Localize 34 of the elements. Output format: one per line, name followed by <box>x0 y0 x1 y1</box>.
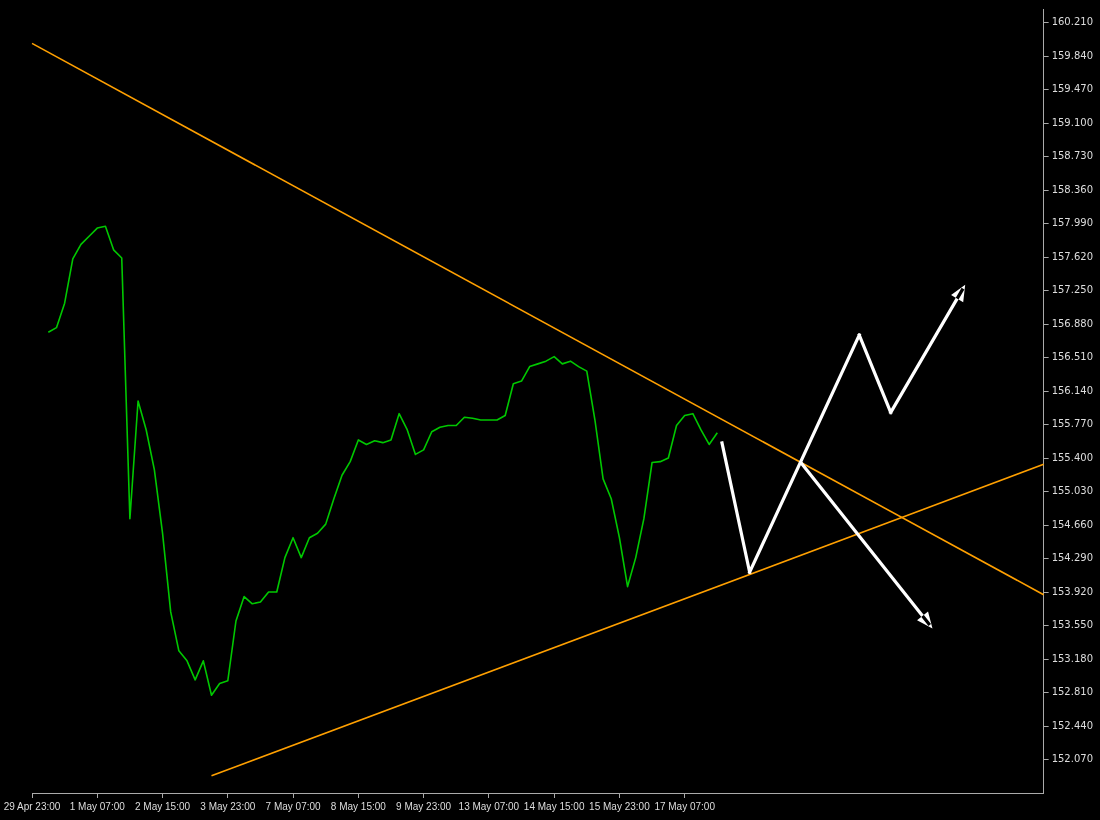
x-tick-label: 13 May 07:00 <box>458 800 520 812</box>
y-tick-label: 155.400 <box>1051 451 1094 463</box>
y-tick-label: 156.880 <box>1051 317 1094 329</box>
x-tick-label: 7 May 07:00 <box>265 800 322 812</box>
y-tick-label: 152.810 <box>1051 686 1094 698</box>
y-tick-label: 156.510 <box>1051 351 1094 363</box>
y-tick-label: 153.920 <box>1051 585 1094 597</box>
y-tick-label: 154.660 <box>1051 518 1094 530</box>
y-tick-label: 156.140 <box>1051 384 1094 396</box>
y-tick-label: 159.840 <box>1051 49 1094 61</box>
y-tick-label: 157.990 <box>1051 217 1094 229</box>
y-tick-label: 158.730 <box>1051 150 1094 162</box>
x-tick-label: 14 May 15:00 <box>523 800 585 812</box>
y-tick-label: 152.070 <box>1051 753 1094 765</box>
y-tick-label: 153.550 <box>1051 619 1094 631</box>
y-tick-label: 158.360 <box>1051 183 1094 195</box>
x-tick-label: 29 Apr 23:00 <box>3 800 61 812</box>
x-tick-label: 1 May 07:00 <box>69 800 126 812</box>
y-tick-label: 157.620 <box>1051 250 1094 262</box>
y-tick-label: 160.210 <box>1051 16 1094 28</box>
x-tick-label: 8 May 15:00 <box>330 800 387 812</box>
y-tick-label: 159.100 <box>1051 116 1094 128</box>
y-tick-label: 159.470 <box>1051 83 1094 95</box>
y-tick-label: 155.030 <box>1051 485 1094 497</box>
y-tick-label: 155.770 <box>1051 418 1094 430</box>
x-tick-label: 15 May 23:00 <box>589 800 651 812</box>
x-tick-label: 3 May 23:00 <box>200 800 256 812</box>
y-tick-label: 153.180 <box>1051 652 1094 664</box>
y-tick-label: 157.250 <box>1051 284 1094 296</box>
y-tick-label: 152.440 <box>1051 719 1094 731</box>
y-tick-label: 154.290 <box>1051 552 1094 564</box>
x-tick-label: 17 May 07:00 <box>654 800 716 812</box>
x-tick-label: 9 May 23:00 <box>396 800 452 812</box>
x-tick-label: 2 May 15:00 <box>135 800 191 812</box>
